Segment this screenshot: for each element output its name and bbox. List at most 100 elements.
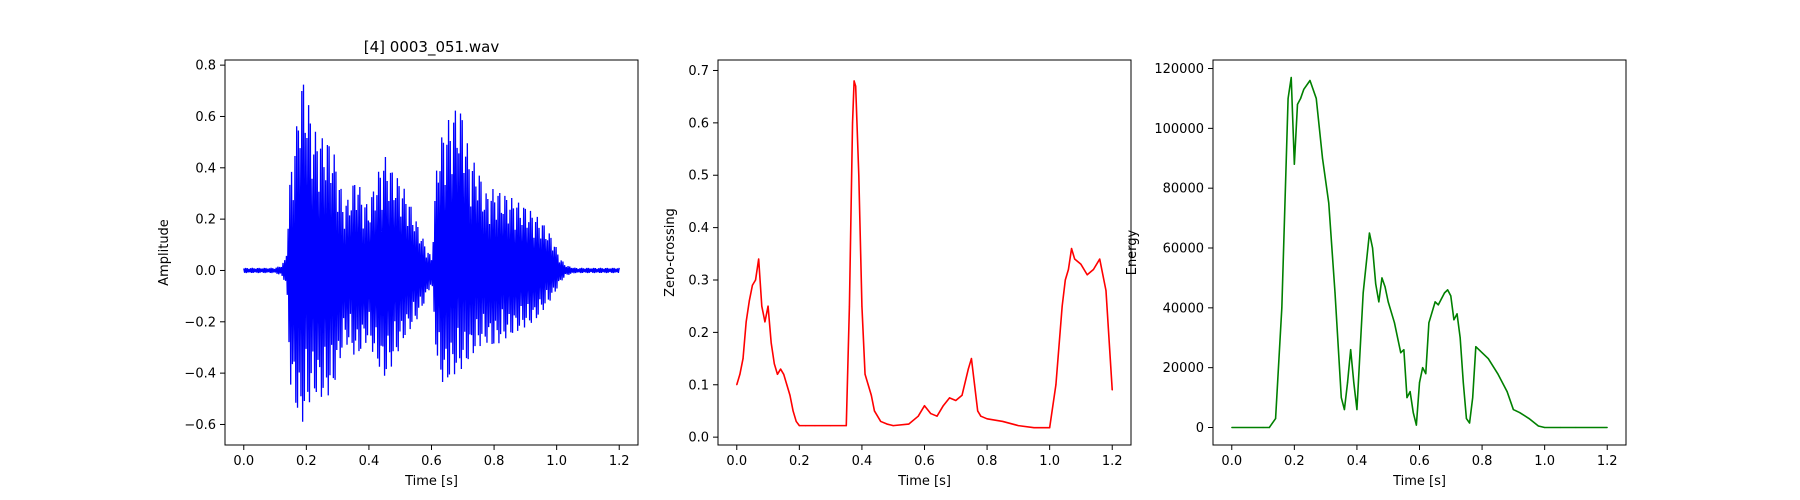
- data-point: [1105, 289, 1107, 292]
- x-tick-label: 0.2: [296, 454, 317, 469]
- y-tick-label: 20000: [1163, 361, 1204, 376]
- data-point: [1381, 277, 1383, 279]
- data-point: [1443, 292, 1446, 294]
- x-tick-label: 1.0: [546, 454, 567, 469]
- data-point: [1049, 427, 1051, 429]
- data-point: [1425, 373, 1427, 375]
- y-tick-label: 0.7: [688, 64, 709, 79]
- chart-panel-2: 0.0 0.2 0.4 0.6 0.8 1.0 1.2 0.0 0.1 0.2 0.3 0.4 0.5 0…: [663, 59, 1132, 489]
- x-tick-label: 0.2: [1284, 454, 1305, 469]
- y-tick-label: −0.4: [184, 367, 216, 382]
- chart-title: [4] 0003_051.wav: [364, 38, 500, 57]
- y-tick-label: 0.0: [688, 431, 709, 446]
- x-tick-label: 0.4: [1347, 454, 1368, 469]
- data-point: [779, 368, 782, 370]
- data-point: [1575, 426, 1577, 429]
- y-axis-label: Energy: [1125, 229, 1140, 275]
- x-tick-label: 0.8: [977, 454, 998, 469]
- data-point: [1309, 79, 1311, 82]
- data-point: [830, 425, 832, 427]
- data-point: [1606, 426, 1608, 429]
- series-line: [736, 80, 1114, 429]
- y-tick-label: 0.5: [688, 169, 709, 184]
- chart-panel-3: 0.0 0.2 0.4 0.6 0.8 1.0 1.2 0 20000 40000 60000 800…: [1125, 59, 1627, 489]
- data-point: [908, 423, 910, 425]
- x-tick-label: 0.0: [1221, 454, 1242, 469]
- data-point: [1456, 313, 1458, 315]
- data-point: [980, 415, 982, 417]
- data-point: [1099, 258, 1101, 260]
- data-point: [1074, 258, 1076, 260]
- data-point: [1440, 298, 1442, 300]
- x-tick-label: 0.0: [233, 454, 254, 469]
- data-point: [1362, 292, 1364, 294]
- plot-frame: [717, 59, 1132, 446]
- data-point: [1497, 373, 1499, 375]
- data-point: [1537, 425, 1539, 427]
- data-point: [955, 399, 957, 402]
- data-point: [751, 284, 754, 286]
- plot-frame: [224, 59, 639, 446]
- data-point: [773, 363, 775, 365]
- data-point: [1356, 408, 1358, 411]
- data-point: [1406, 396, 1408, 399]
- y-tick-label: 0.4: [195, 161, 216, 176]
- data-point: [1434, 301, 1436, 303]
- x-axis-label: Time [s]: [404, 474, 458, 489]
- chart-panel-1: 0.0 0.2 0.4 0.6 0.8 1.0 1.2 −0.6 −0.4 −0.2 0.0 0.2 0…: [157, 38, 639, 489]
- y-tick-label: 0.4: [688, 221, 709, 236]
- y-tick-label: 80000: [1163, 182, 1204, 197]
- y-tick-label: 0.1: [688, 378, 709, 393]
- data-point: [870, 394, 872, 396]
- x-tick-label: 1.2: [1597, 454, 1618, 469]
- y-tick-label: 100000: [1154, 122, 1204, 137]
- data-point: [767, 305, 769, 307]
- data-point: [1281, 307, 1283, 309]
- data-point: [1328, 202, 1330, 204]
- data-point: [961, 394, 963, 396]
- data-point: [1293, 163, 1295, 165]
- data-point: [855, 85, 857, 87]
- data-point: [1017, 425, 1019, 427]
- data-point: [930, 412, 932, 415]
- data-point: [1468, 422, 1471, 424]
- data-point: [886, 423, 888, 425]
- data-point: [1428, 322, 1430, 324]
- data-point: [1512, 408, 1514, 411]
- data-point: [1506, 391, 1508, 393]
- y-tick-label: 0.0: [195, 264, 216, 279]
- data-point: [1422, 367, 1424, 369]
- x-tick-label: 0.8: [484, 454, 505, 469]
- x-tick-label: 0.6: [421, 454, 442, 469]
- data-point: [1061, 305, 1063, 307]
- data-point: [764, 321, 766, 323]
- data-point: [795, 420, 797, 423]
- data-point: [858, 174, 860, 176]
- data-point: [1346, 382, 1349, 384]
- x-tick-label: 0.8: [1472, 454, 1493, 469]
- data-point: [748, 300, 750, 302]
- data-point: [1067, 268, 1070, 271]
- series-line: [243, 84, 620, 422]
- data-point: [1475, 346, 1477, 348]
- y-tick-label: 0.8: [195, 59, 216, 74]
- data-point: [1353, 382, 1355, 384]
- data-point: [1315, 97, 1317, 100]
- data-point: [1384, 286, 1386, 288]
- data-point: [786, 384, 788, 386]
- data-point: [1371, 247, 1374, 249]
- y-tick-label: 0.6: [688, 116, 709, 131]
- data-point: [1111, 389, 1113, 391]
- x-tick-label: 0.0: [726, 454, 747, 469]
- y-tick-label: 120000: [1154, 62, 1204, 77]
- x-tick-label: 1.0: [1534, 454, 1555, 469]
- data-point: [1487, 358, 1489, 360]
- data-point: [1334, 292, 1336, 294]
- x-axis-label: Time [s]: [897, 474, 951, 489]
- x-tick-label: 0.6: [914, 454, 935, 469]
- data-point: [736, 384, 738, 386]
- data-point: [1375, 283, 1377, 285]
- data-point: [970, 357, 973, 360]
- data-point: [1303, 88, 1305, 91]
